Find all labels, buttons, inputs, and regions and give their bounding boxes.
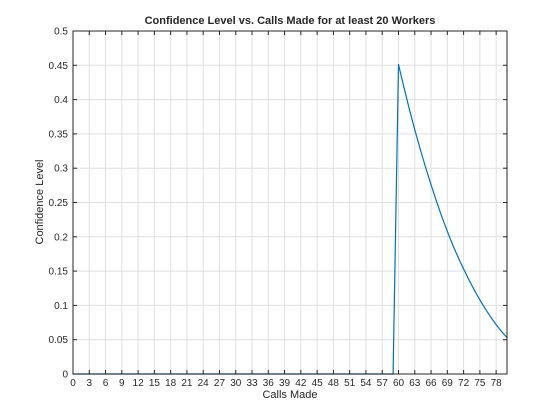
- data-point: [500, 330, 503, 333]
- x-tick-label: 78: [491, 378, 503, 389]
- data-point: [414, 129, 416, 131]
- y-tick-label: 0.45: [49, 61, 69, 72]
- y-tick-label: 0.15: [49, 267, 69, 278]
- y-tick-label: 0.3: [54, 164, 68, 175]
- data-point: [468, 279, 470, 281]
- data-point: [441, 216, 443, 218]
- x-tick-label: 48: [328, 378, 340, 389]
- data-point: [425, 166, 427, 169]
- chart-title: Confidence Level vs. Calls Made for at l…: [145, 15, 436, 27]
- data-point: [397, 64, 400, 66]
- x-tick-label: 36: [263, 378, 275, 389]
- y-tick-label: 0.05: [49, 335, 69, 346]
- y-axis-label: Confidence Level: [34, 159, 46, 244]
- y-tick-label: 0.25: [49, 198, 69, 209]
- data-point: [457, 256, 459, 258]
- x-tick-label: 72: [458, 378, 470, 389]
- x-axis-label: Calls Made: [262, 389, 317, 401]
- x-tick-label: 21: [181, 378, 193, 389]
- x-tick-label: 42: [295, 378, 307, 389]
- data-point: [435, 200, 438, 202]
- y-tick-label: 0.4: [54, 95, 68, 106]
- y-tick-label: 0.1: [54, 301, 68, 312]
- data-point: [490, 316, 492, 318]
- data-point: [419, 148, 421, 150]
- x-tick-label: 27: [214, 378, 226, 389]
- data-point: [479, 299, 481, 301]
- x-tick-label: 57: [377, 378, 389, 389]
- x-tick-label: 30: [230, 378, 242, 389]
- data-point: [452, 244, 454, 246]
- data-point: [403, 86, 405, 88]
- x-tick-label: 39: [279, 378, 291, 389]
- x-tick-label: 9: [119, 378, 125, 389]
- x-tick-label: 24: [198, 378, 210, 389]
- x-tick-label: 6: [103, 378, 109, 389]
- y-tick-label: 0: [62, 370, 68, 381]
- x-tick-label: 0: [70, 378, 76, 389]
- x-tick-label: 63: [409, 378, 421, 389]
- x-tick-label: 54: [360, 378, 372, 389]
- x-tick-label: 69: [442, 378, 454, 389]
- x-tick-label: 12: [133, 378, 145, 389]
- y-tick-label: 0.2: [54, 232, 68, 243]
- data-point: [408, 108, 410, 110]
- x-tick-label: 51: [344, 378, 356, 389]
- x-tick-label: 60: [393, 378, 405, 389]
- data-point: [484, 308, 486, 310]
- x-ticks: 0 3 6 9 12 15 18 21 24 27 30 33 36 39 42 45 48 51 54 57 60 63…: [70, 31, 502, 389]
- y-tick-label: 0.35: [49, 129, 69, 140]
- data-point: [463, 268, 465, 270]
- data-point: [430, 184, 432, 186]
- data-point: [495, 324, 497, 326]
- data-point: [446, 230, 448, 232]
- data-point: [473, 289, 476, 291]
- x-tick-label: 15: [149, 378, 161, 389]
- y-tick-label: 0.5: [54, 27, 68, 38]
- y-ticks: 0 0.05 0.1 0.15 0.2 0.25 0.3 0.35 0.4 0.45 0.5: [49, 27, 507, 381]
- x-tick-label: 3: [86, 378, 92, 389]
- x-tick-label: 18: [165, 378, 177, 389]
- x-tick-label: 33: [246, 378, 258, 389]
- x-tick-label: 66: [425, 378, 437, 389]
- x-tick-label: 75: [474, 378, 486, 389]
- x-tick-label: 45: [312, 378, 324, 389]
